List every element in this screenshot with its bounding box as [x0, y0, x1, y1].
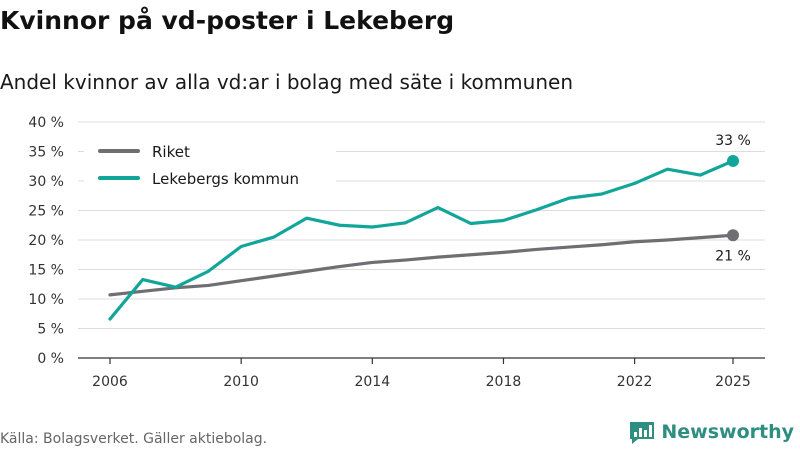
y-tick-label: 0 %	[37, 351, 64, 367]
legend-label-riket: Riket	[152, 143, 190, 161]
series-line-riket	[108, 233, 735, 297]
newsworthy-logo-icon	[630, 422, 655, 444]
y-tick-label: 5 %	[37, 322, 64, 338]
line-chart: 0 % 5 % 10 % 15 % 20 % 25 % 30 % 35 % 40 % 2006 20…	[28, 115, 765, 390]
end-label-lekeberg: 33 %	[715, 133, 751, 149]
x-tick-label: 2022	[617, 374, 653, 390]
chart-subtitle: Andel kvinnor av alla vd:ar i bolag med …	[0, 70, 573, 94]
x-tick-label: 2006	[92, 374, 128, 390]
y-tick-label: 15 %	[28, 263, 64, 279]
y-tick-label: 10 %	[28, 292, 64, 308]
chart-title: Kvinnor på vd-poster i Lekeberg	[0, 6, 455, 35]
legend-label-lekeberg: Lekebergs kommun	[152, 170, 299, 188]
x-tick-label: 2025	[715, 374, 751, 390]
x-tick-label: 2018	[486, 374, 522, 390]
x-tick-label: 2010	[223, 374, 259, 390]
y-tick-label: 20 %	[28, 233, 64, 249]
newsworthy-logo: Newsworthy	[629, 420, 794, 444]
series-line-lekeberg	[108, 159, 735, 321]
y-tick-label: 25 %	[28, 204, 64, 220]
end-point-lekeberg	[727, 154, 739, 167]
y-tick-label: 40 %	[28, 115, 64, 131]
x-tick-label: 2014	[354, 374, 390, 390]
y-tick-label: 30 %	[28, 174, 64, 190]
brand-name: Newsworthy	[661, 421, 794, 443]
source-note: Källa: Bolagsverket. Gäller aktiebolag.	[0, 431, 268, 447]
legend-background	[84, 136, 336, 192]
end-label-riket: 21 %	[715, 248, 751, 264]
end-point-riket	[727, 229, 739, 242]
y-tick-label: 35 %	[28, 145, 64, 161]
